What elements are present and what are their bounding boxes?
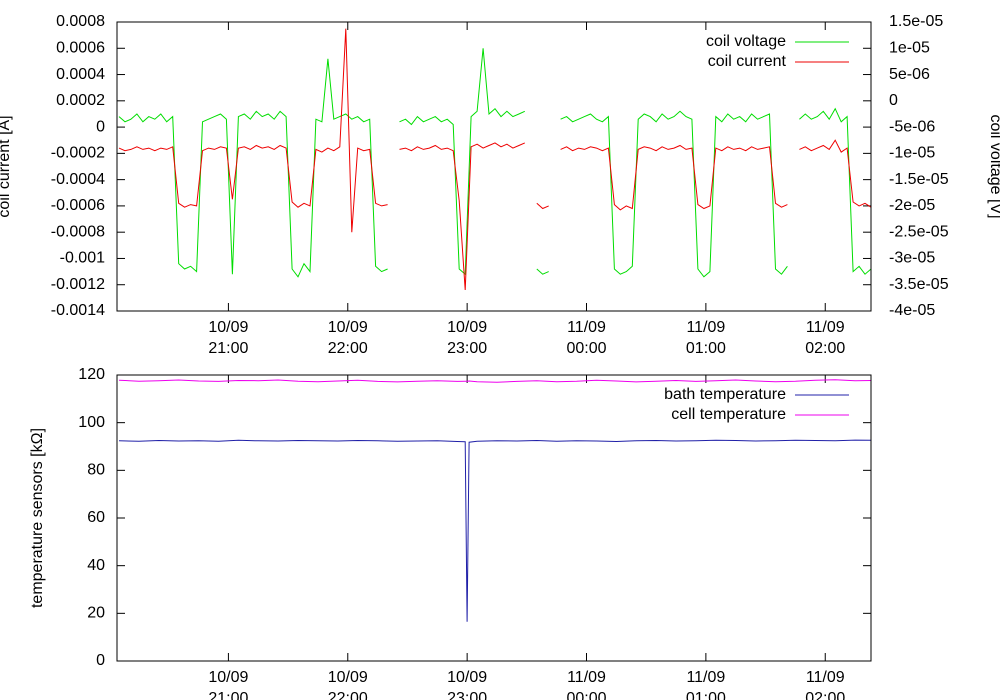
legend-label: cell temperature (671, 406, 786, 423)
x-tick-label: 01:00 (686, 340, 726, 357)
y-tick-label: 100 (78, 414, 105, 431)
y-tick-label: -0.001 (60, 250, 105, 267)
series-line (118, 379, 872, 383)
x-tick-label: 00:00 (566, 340, 606, 357)
y2-tick-label: 1.5e-05 (889, 13, 943, 30)
y2-tick-label: -2.5e-05 (889, 223, 949, 240)
x-tick-label: 10/09 (447, 669, 487, 686)
x-tick-label: 10/09 (328, 319, 368, 336)
x-tick-label: 11/09 (686, 319, 725, 336)
x-tick-label: 02:00 (805, 340, 845, 357)
x-tick-label: 11/09 (567, 319, 606, 336)
y-tick-label: 0.0002 (56, 92, 105, 109)
plot-frame (116, 374, 872, 662)
y-tick-label: 40 (87, 557, 105, 574)
x-tick-label: 10/09 (208, 319, 248, 336)
y-tick-label: 0 (96, 118, 105, 135)
y-tick-label: 0.0008 (56, 13, 105, 30)
x-tick-label: 23:00 (447, 690, 487, 700)
y2-tick-label: -5e-06 (889, 118, 935, 135)
x-tick-label: 10/09 (328, 669, 368, 686)
series-line (118, 439, 872, 622)
y-tick-label: 0.0006 (56, 39, 105, 56)
x-tick-label: 22:00 (328, 690, 368, 700)
x-tick-label: 23:00 (447, 340, 487, 357)
y2-tick-label: 5e-06 (889, 66, 930, 83)
y-tick-label: 0 (96, 652, 105, 669)
plot-frame (116, 21, 872, 312)
x-tick-label: 10/09 (447, 319, 487, 336)
y-tick-label: -0.0014 (51, 302, 105, 319)
y2-tick-label: 0 (889, 92, 898, 109)
y-tick-label: 20 (87, 605, 105, 622)
y-tick-label: 120 (78, 366, 105, 383)
legend-label: coil current (708, 53, 787, 70)
x-tick-label: 00:00 (566, 690, 606, 700)
series-line (118, 28, 872, 291)
x-tick-label: 11/09 (686, 669, 725, 686)
x-tick-label: 11/09 (567, 669, 606, 686)
y2-tick-label: -1.5e-05 (889, 171, 949, 188)
legend-label: bath temperature (664, 386, 786, 403)
x-tick-label: 21:00 (208, 340, 248, 357)
y-tick-label: 0.0004 (56, 66, 105, 83)
x-tick-label: 11/09 (806, 319, 845, 336)
y-tick-label: 60 (87, 509, 105, 526)
x-tick-label: 02:00 (805, 690, 845, 700)
y2-tick-label: 1e-05 (889, 39, 930, 56)
y-axis-label: temperature sensors [kΩ] (29, 428, 46, 608)
y2-tick-label: -4e-05 (889, 302, 935, 319)
y2-tick-label: -1e-05 (889, 145, 935, 162)
y2-tick-label: -3e-05 (889, 250, 935, 267)
y-tick-label: -0.0002 (51, 145, 105, 162)
y-tick-label: -0.0004 (51, 171, 105, 188)
y2-tick-label: -2e-05 (889, 197, 935, 214)
y-tick-label: 80 (87, 462, 105, 479)
x-tick-label: 11/09 (806, 669, 845, 686)
legend-label: coil voltage (706, 33, 786, 50)
x-tick-label: 10/09 (208, 669, 248, 686)
y-tick-label: -0.0008 (51, 223, 105, 240)
x-tick-label: 01:00 (686, 690, 726, 700)
x-tick-label: 21:00 (208, 690, 248, 700)
y-tick-label: -0.0006 (51, 197, 105, 214)
series-line (118, 48, 872, 278)
x-tick-label: 22:00 (328, 340, 368, 357)
y2-tick-label: -3.5e-05 (889, 276, 949, 293)
y-axis-label: coil current [A] (0, 115, 13, 217)
y-tick-label: -0.0012 (51, 276, 105, 293)
y2-axis-label: coil voltage [V] (987, 114, 1000, 218)
